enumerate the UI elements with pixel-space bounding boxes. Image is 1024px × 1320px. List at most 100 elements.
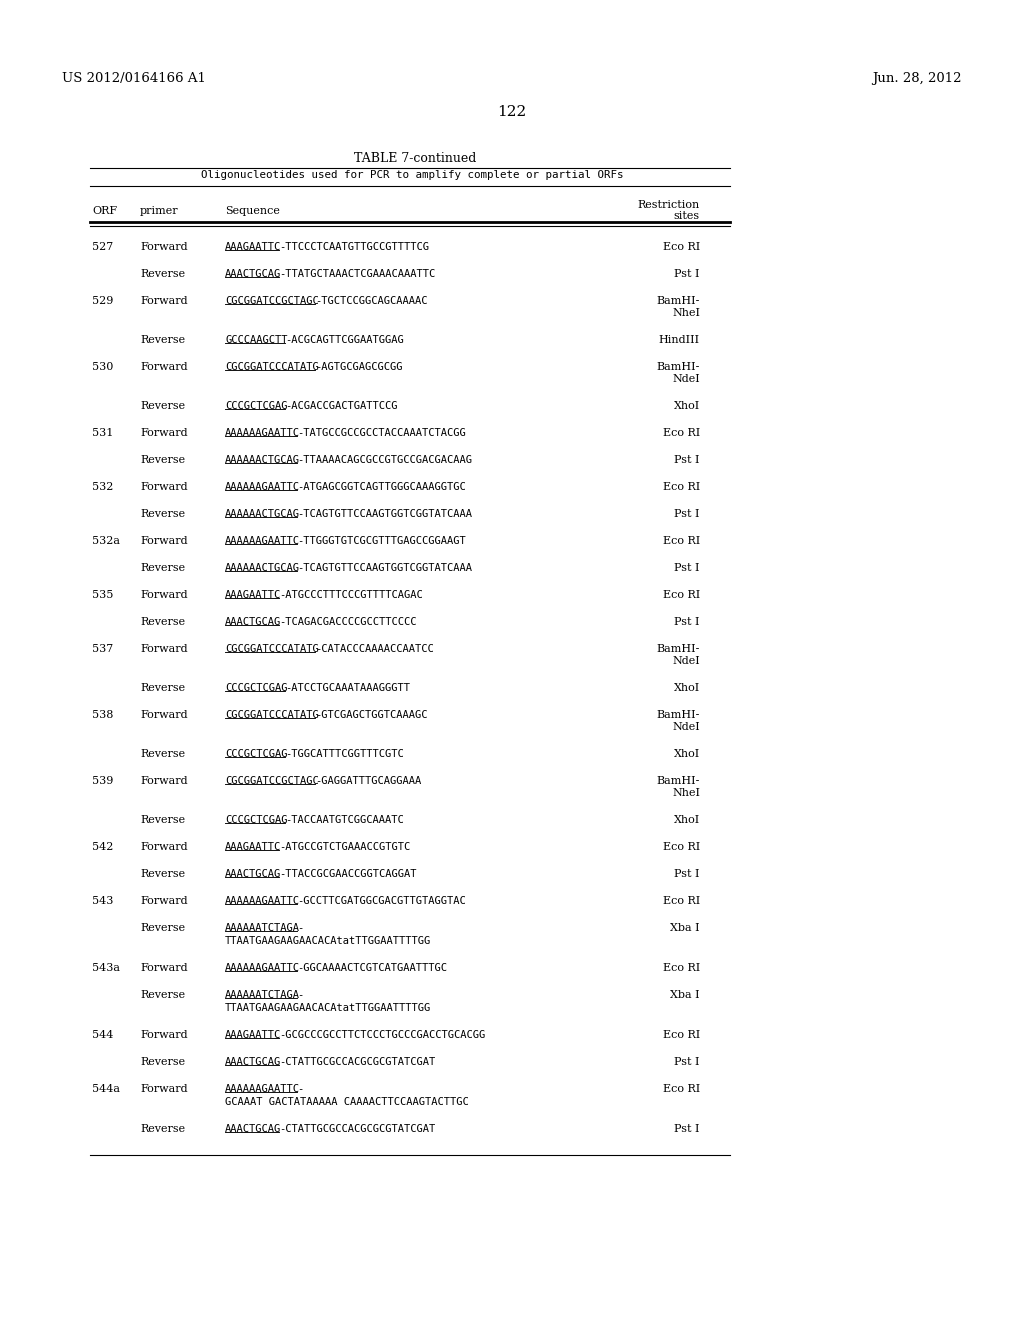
Text: Pst I: Pst I [675, 269, 700, 279]
Text: -TCAGTGTTCCAAGTGGTCGGTATCAAA: -TCAGTGTTCCAAGTGGTCGGTATCAAA [297, 564, 472, 573]
Text: -GTCGAGCTGGTCAAAGC: -GTCGAGCTGGTCAAAGC [315, 710, 428, 719]
Text: 544a: 544a [92, 1084, 120, 1094]
Text: 529: 529 [92, 296, 114, 306]
Text: XhoI: XhoI [674, 814, 700, 825]
Text: CCCGCTCGAG: CCCGCTCGAG [225, 401, 288, 411]
Text: AAAGAATTC: AAAGAATTC [225, 242, 282, 252]
Text: Forward: Forward [140, 296, 187, 306]
Text: -ATGCCCTTTCCCGTTTTCAGAC: -ATGCCCTTTCCCGTTTTCAGAC [280, 590, 423, 601]
Text: 537: 537 [92, 644, 114, 653]
Text: primer: primer [140, 206, 178, 216]
Text: NheI: NheI [672, 308, 700, 318]
Text: TTAATGAAGAAGAACACAtatTTGGAATTTTGG: TTAATGAAGAAGAACACAtatTTGGAATTTTGG [225, 1003, 431, 1012]
Text: AAAGAATTC: AAAGAATTC [225, 1030, 282, 1040]
Text: AAACTGCAG: AAACTGCAG [225, 1125, 282, 1134]
Text: AAAAAAGAATTC: AAAAAAGAATTC [225, 1084, 300, 1094]
Text: Eco RI: Eco RI [663, 896, 700, 906]
Text: Reverse: Reverse [140, 682, 185, 693]
Text: AAAAAAGAATTC: AAAAAAGAATTC [225, 536, 300, 546]
Text: Forward: Forward [140, 362, 187, 372]
Text: -TTAAAACAGCGCCGTGCCGACGACAAG: -TTAAAACAGCGCCGTGCCGACGACAAG [297, 455, 472, 465]
Text: CGCGGATCCCATATG: CGCGGATCCCATATG [225, 644, 318, 653]
Text: AAAAAAGAATTC: AAAAAAGAATTC [225, 482, 300, 492]
Text: -GCCTTCGATGGCGACGTTGTAGGTAC: -GCCTTCGATGGCGACGTTGTAGGTAC [297, 896, 466, 906]
Text: -TGGCATTTCGGTTTCGTC: -TGGCATTTCGGTTTCGTC [285, 748, 403, 759]
Text: Reverse: Reverse [140, 564, 185, 573]
Text: -TGCTCCGGCAGCAAAAC: -TGCTCCGGCAGCAAAAC [315, 296, 428, 306]
Text: Forward: Forward [140, 776, 187, 785]
Text: Forward: Forward [140, 482, 187, 492]
Text: Pst I: Pst I [675, 510, 700, 519]
Text: AAACTGCAG: AAACTGCAG [225, 269, 282, 279]
Text: GCCCAAGCTT: GCCCAAGCTT [225, 335, 288, 345]
Text: AAAAAATCTAGA: AAAAAATCTAGA [225, 990, 300, 1001]
Text: Eco RI: Eco RI [663, 242, 700, 252]
Text: sites: sites [674, 211, 700, 220]
Text: CGCGGATCCCATATG: CGCGGATCCCATATG [225, 362, 318, 372]
Text: 122: 122 [498, 106, 526, 119]
Text: -GGCAAAACTCGTCATGAATTTGC: -GGCAAAACTCGTCATGAATTTGC [297, 964, 447, 973]
Text: HindIII: HindIII [658, 335, 700, 345]
Text: Restriction: Restriction [638, 201, 700, 210]
Text: -TTGGGTGTCGCGTTTGAGCCGGAAGT: -TTGGGTGTCGCGTTTGAGCCGGAAGT [297, 536, 466, 546]
Text: CGCGGATCCGCTAGC: CGCGGATCCGCTAGC [225, 776, 318, 785]
Text: Eco RI: Eco RI [663, 482, 700, 492]
Text: XhoI: XhoI [674, 401, 700, 411]
Text: Pst I: Pst I [675, 869, 700, 879]
Text: Xba I: Xba I [671, 990, 700, 1001]
Text: Forward: Forward [140, 842, 187, 851]
Text: Oligonucleotides used for PCR to amplify complete or partial ORFs: Oligonucleotides used for PCR to amplify… [201, 170, 624, 180]
Text: NdeI: NdeI [672, 656, 700, 667]
Text: -ATCCTGCAAATAAAGGGTT: -ATCCTGCAAATAAAGGGTT [285, 682, 410, 693]
Text: -TTATGCTAAACTCGAAACAAATTC: -TTATGCTAAACTCGAAACAAATTC [280, 269, 435, 279]
Text: TTAATGAAGAAGAACACAtatTTGGAATTTTGG: TTAATGAAGAAGAACACAtatTTGGAATTTTGG [225, 936, 431, 946]
Text: TABLE 7-continued: TABLE 7-continued [354, 152, 476, 165]
Text: AAAAAAGAATTC: AAAAAAGAATTC [225, 964, 300, 973]
Text: Reverse: Reverse [140, 869, 185, 879]
Text: Forward: Forward [140, 590, 187, 601]
Text: XhoI: XhoI [674, 682, 700, 693]
Text: Sequence: Sequence [225, 206, 280, 216]
Text: Reverse: Reverse [140, 990, 185, 1001]
Text: Reverse: Reverse [140, 1125, 185, 1134]
Text: -TACCAATGTCGGCAAATC: -TACCAATGTCGGCAAATC [285, 814, 403, 825]
Text: NdeI: NdeI [672, 374, 700, 384]
Text: -: - [297, 923, 303, 933]
Text: Forward: Forward [140, 1030, 187, 1040]
Text: 544: 544 [92, 1030, 114, 1040]
Text: BamHI-: BamHI- [656, 362, 700, 372]
Text: AAACTGCAG: AAACTGCAG [225, 616, 282, 627]
Text: 535: 535 [92, 590, 114, 601]
Text: Eco RI: Eco RI [663, 428, 700, 438]
Text: Reverse: Reverse [140, 269, 185, 279]
Text: -TTACCGCGAACCGGTCAGGAT: -TTACCGCGAACCGGTCAGGAT [280, 869, 417, 879]
Text: Reverse: Reverse [140, 401, 185, 411]
Text: NheI: NheI [672, 788, 700, 799]
Text: Forward: Forward [140, 710, 187, 719]
Text: Pst I: Pst I [675, 564, 700, 573]
Text: 527: 527 [92, 242, 114, 252]
Text: CGCGGATCCCATATG: CGCGGATCCCATATG [225, 710, 318, 719]
Text: -ATGCCGTCTGAAACCGTGTC: -ATGCCGTCTGAAACCGTGTC [280, 842, 411, 851]
Text: AAACTGCAG: AAACTGCAG [225, 869, 282, 879]
Text: AAACTGCAG: AAACTGCAG [225, 1057, 282, 1067]
Text: CCCGCTCGAG: CCCGCTCGAG [225, 814, 288, 825]
Text: ORF: ORF [92, 206, 117, 216]
Text: -TTCCCTCAATGTTGCCGTTTTCG: -TTCCCTCAATGTTGCCGTTTTCG [280, 242, 429, 252]
Text: BamHI-: BamHI- [656, 776, 700, 785]
Text: Forward: Forward [140, 964, 187, 973]
Text: Forward: Forward [140, 644, 187, 653]
Text: Eco RI: Eco RI [663, 536, 700, 546]
Text: -TCAGACGACCCCGCCTTCCCC: -TCAGACGACCCCGCCTTCCCC [280, 616, 417, 627]
Text: CGCGGATCCGCTAGC: CGCGGATCCGCTAGC [225, 296, 318, 306]
Text: 543: 543 [92, 896, 114, 906]
Text: Pst I: Pst I [675, 616, 700, 627]
Text: -CATACCCAAAACCAATCC: -CATACCCAAAACCAATCC [315, 644, 434, 653]
Text: Reverse: Reverse [140, 335, 185, 345]
Text: Reverse: Reverse [140, 748, 185, 759]
Text: AAAAAAGAATTC: AAAAAAGAATTC [225, 428, 300, 438]
Text: Reverse: Reverse [140, 455, 185, 465]
Text: NdeI: NdeI [672, 722, 700, 733]
Text: -: - [297, 990, 303, 1001]
Text: -CTATTGCGCCACGCGCGTATCGAT: -CTATTGCGCCACGCGCGTATCGAT [280, 1057, 435, 1067]
